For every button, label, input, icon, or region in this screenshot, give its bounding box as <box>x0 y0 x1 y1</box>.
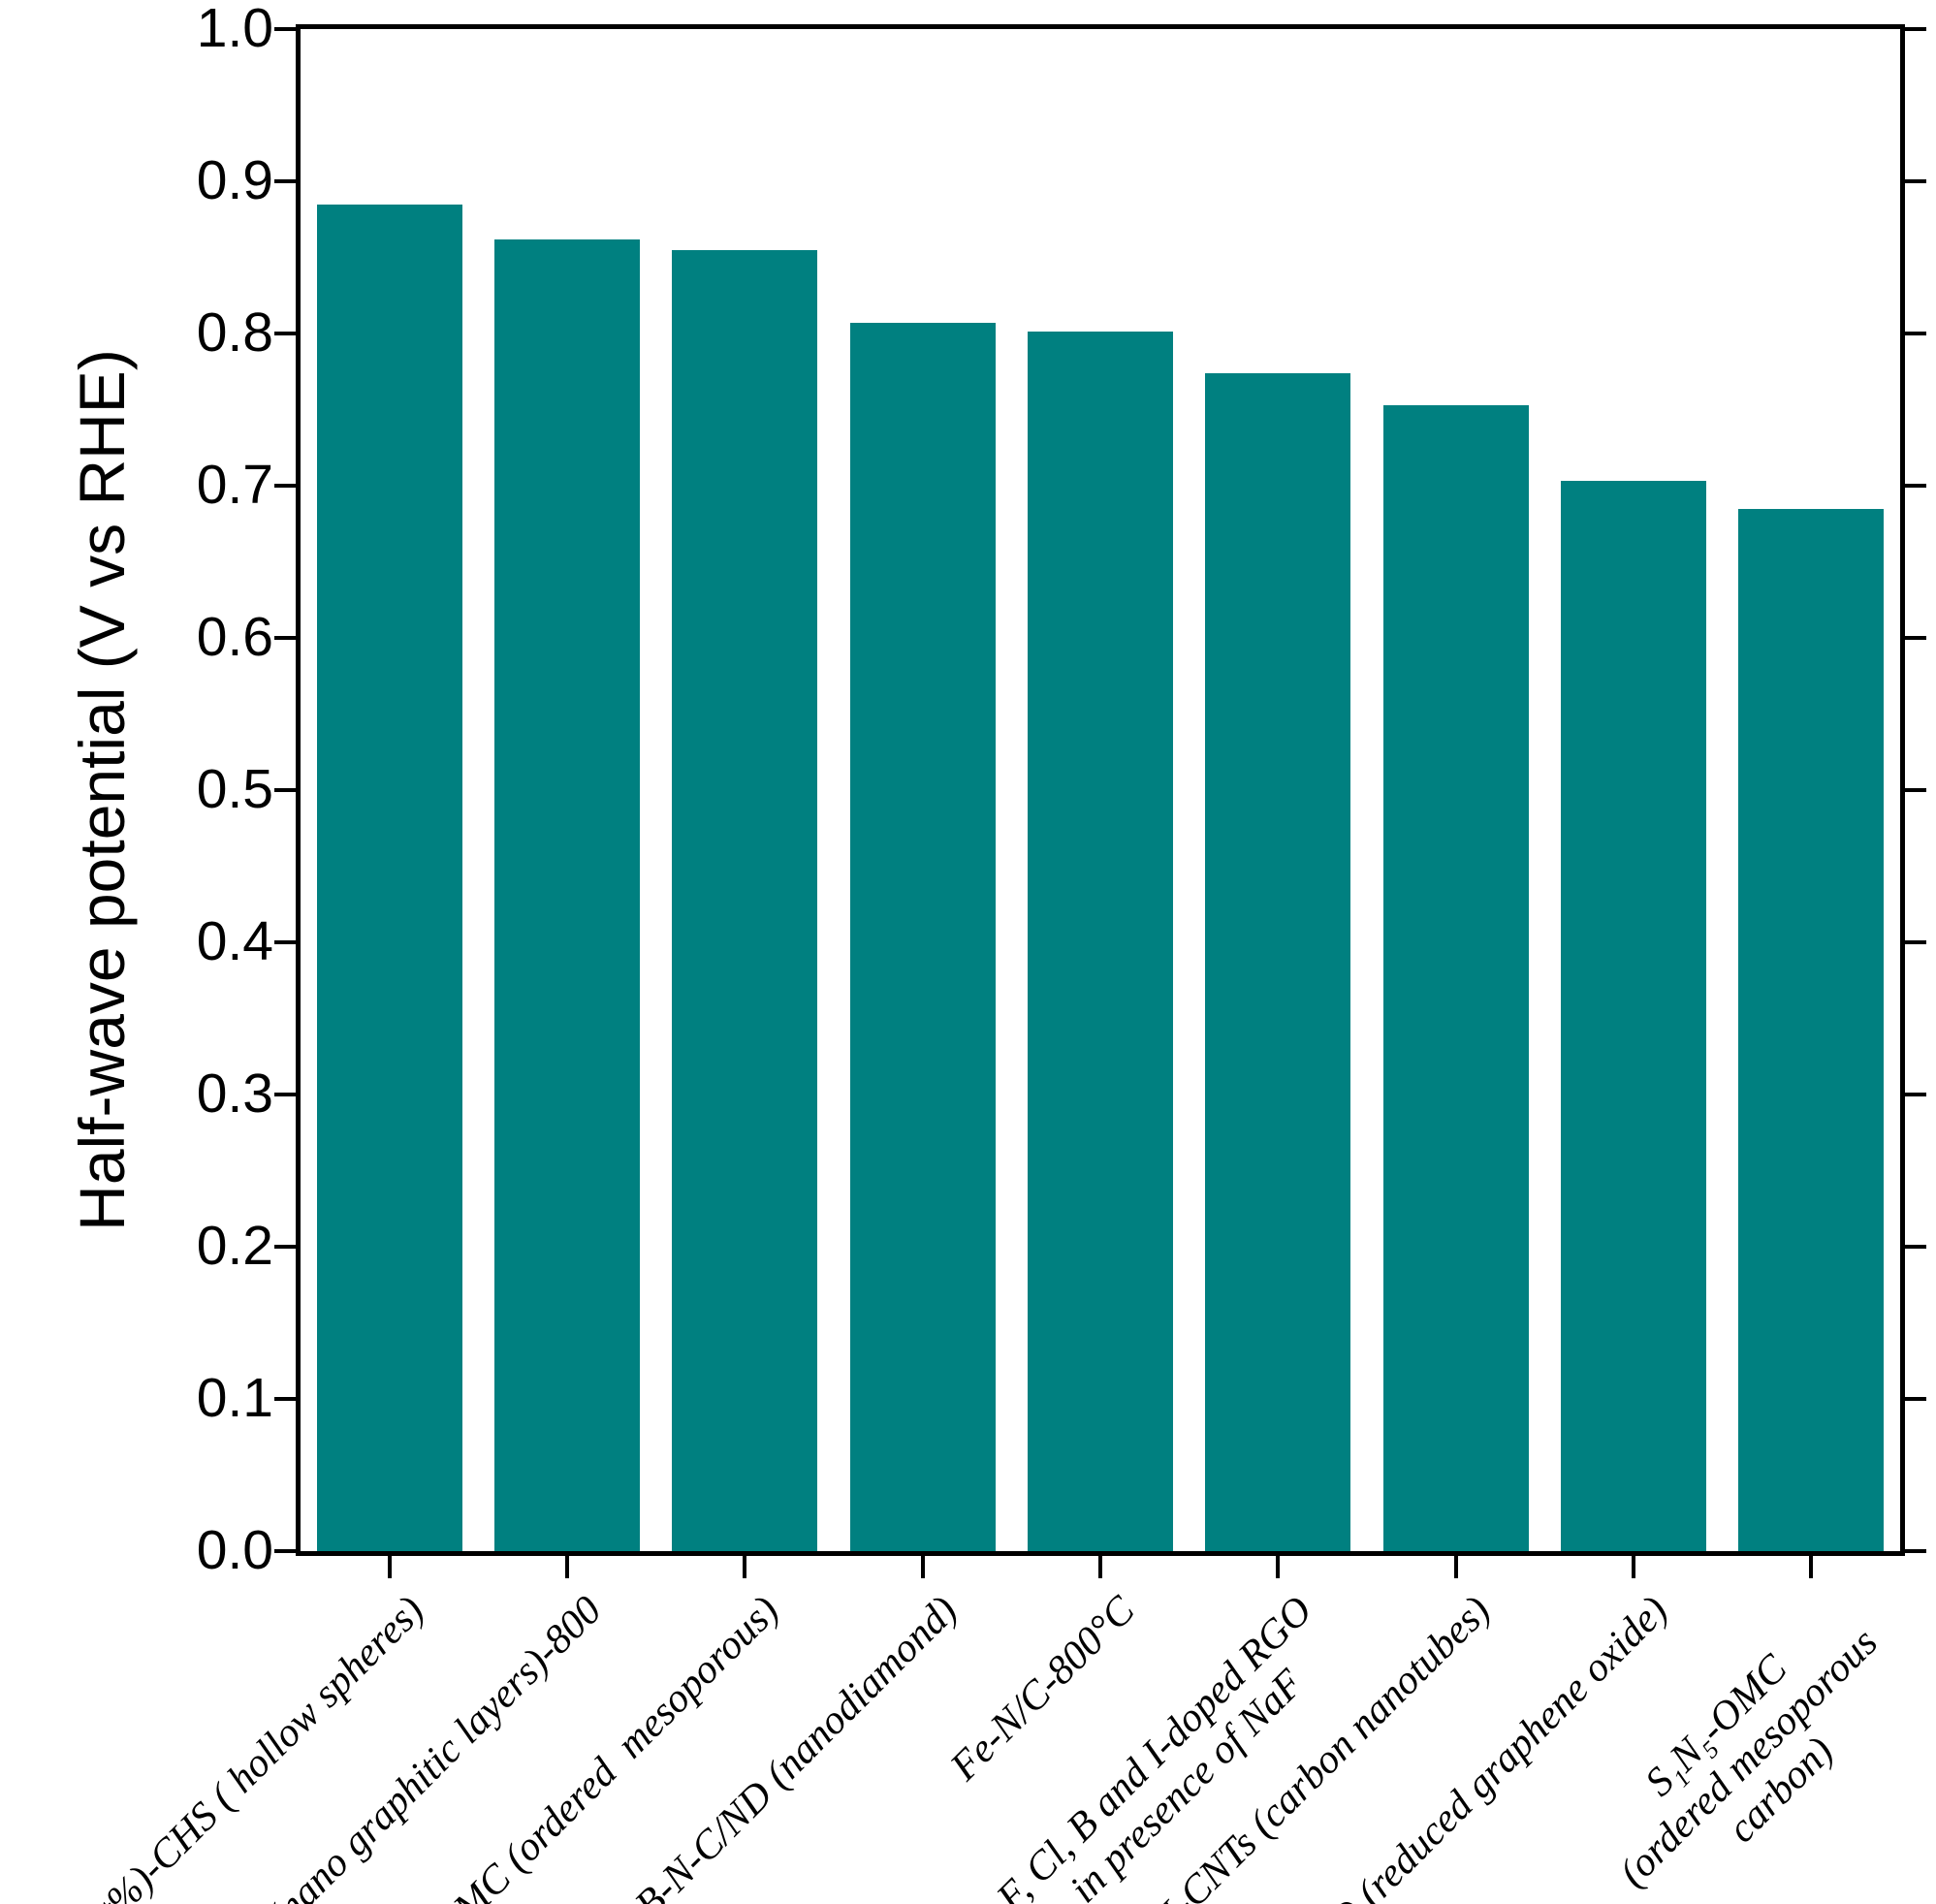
x-axis-tick <box>1098 1556 1102 1578</box>
y-axis-tick-left <box>274 1093 296 1096</box>
bar <box>494 238 640 1551</box>
bar <box>316 204 462 1551</box>
bar <box>672 249 818 1551</box>
y-tick-label: 0.9 <box>196 149 273 211</box>
y-axis-tick-left <box>274 27 296 31</box>
x-axis-tick <box>1809 1556 1814 1578</box>
bar <box>1205 372 1351 1551</box>
y-tick-label: 0.3 <box>196 1063 273 1125</box>
x-tick-label-text: Fe-N/C-800°C <box>941 1588 1144 1790</box>
y-axis-tick-left <box>274 1245 296 1249</box>
y-axis-tick-left <box>274 1549 296 1553</box>
y-tick-label: 0.2 <box>196 1215 273 1277</box>
y-tick-label: 0.6 <box>196 606 273 668</box>
x-axis-tick <box>1276 1556 1281 1578</box>
x-tick-label-text: F, Cl, B and I-doped RGO in presence of … <box>988 1588 1321 1904</box>
bar <box>1382 404 1529 1551</box>
x-axis-tick <box>565 1556 569 1578</box>
y-axis-tick-right <box>1905 1397 1926 1401</box>
y-axis-tick-right <box>1905 1549 1926 1553</box>
y-axis-tick-right <box>1905 940 1926 944</box>
y-axis-tick-right <box>1905 484 1926 488</box>
y-tick-label: 1.0 <box>196 0 273 59</box>
y-tick-label: 0.4 <box>196 910 273 972</box>
plot-area <box>296 24 1905 1556</box>
x-axis-tick <box>743 1556 747 1578</box>
x-axis-tick <box>1632 1556 1635 1578</box>
x-axis-tick <box>387 1556 392 1578</box>
bar <box>1028 332 1173 1551</box>
y-axis-tick-right <box>1905 636 1926 640</box>
y-axis-tick-right <box>1905 788 1926 792</box>
y-axis-tick-left <box>274 940 296 944</box>
x-tick-label-text: B-N-C/ND (nanodiamond) <box>626 1588 967 1904</box>
y-tick-label: 0.8 <box>196 301 273 364</box>
y-axis-tick-right <box>1905 27 1926 31</box>
y-axis-tick-right <box>1905 1093 1926 1096</box>
y-axis-tick-right <box>1905 332 1926 335</box>
bar <box>1738 508 1885 1551</box>
y-axis-tick-left <box>274 636 296 640</box>
x-axis-tick <box>1453 1556 1458 1578</box>
bar <box>849 323 996 1551</box>
y-tick-label: 0.5 <box>196 758 273 820</box>
y-tick-label: 0.0 <box>196 1519 273 1581</box>
y-tick-label: 0.1 <box>196 1367 273 1429</box>
x-axis-tick <box>920 1556 925 1578</box>
y-axis-tick-left <box>274 179 296 183</box>
y-axis-tick-right <box>1905 179 1926 183</box>
y-axis-tick-right <box>1905 1245 1926 1249</box>
y-axis-tick-left <box>274 788 296 792</box>
y-axis-tick-left <box>274 332 296 335</box>
y-axis-tick-left <box>274 484 296 488</box>
y-axis-tick-left <box>274 1397 296 1401</box>
y-tick-label: 0.7 <box>196 454 273 516</box>
bar <box>1561 481 1706 1551</box>
